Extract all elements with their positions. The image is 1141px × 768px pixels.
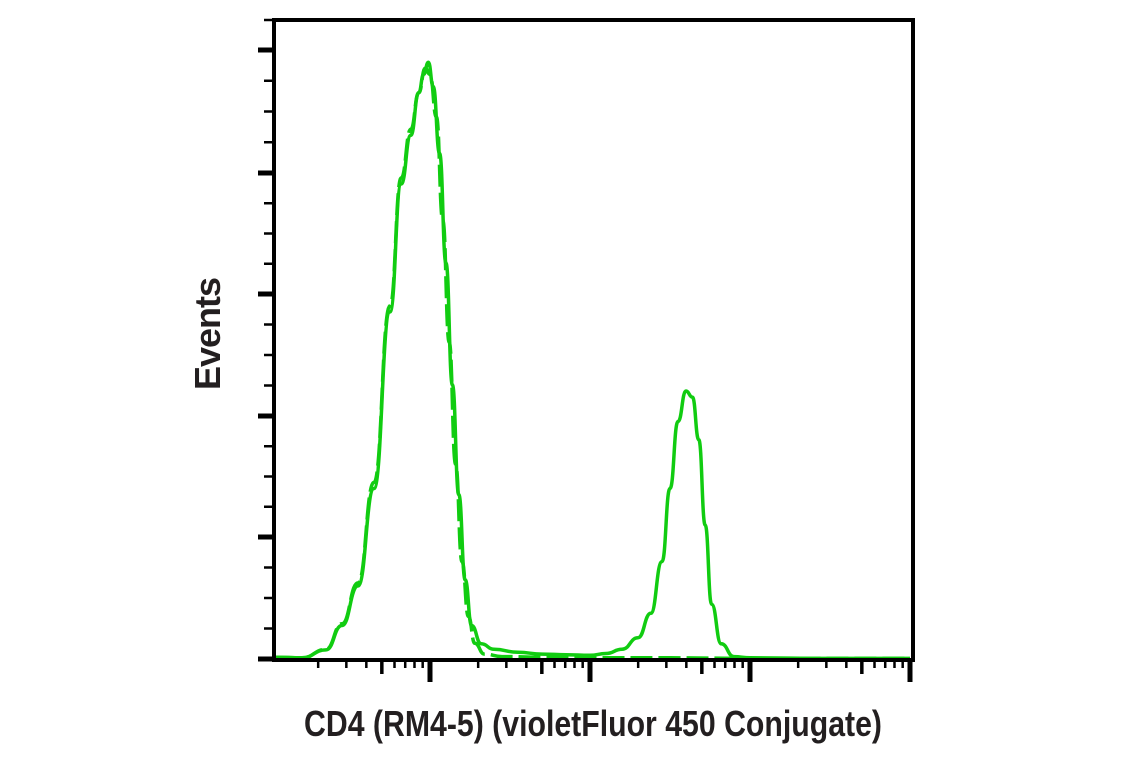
- isotype-control-line: [273, 66, 910, 661]
- plot-frame: [272, 18, 915, 662]
- cd4-sample-line: [273, 60, 910, 661]
- y-axis-label: Events: [187, 277, 228, 391]
- x-axis-label: CD4 (RM4-5) (violetFluor 450 Conjugate): [304, 703, 882, 744]
- series-group: [273, 60, 910, 661]
